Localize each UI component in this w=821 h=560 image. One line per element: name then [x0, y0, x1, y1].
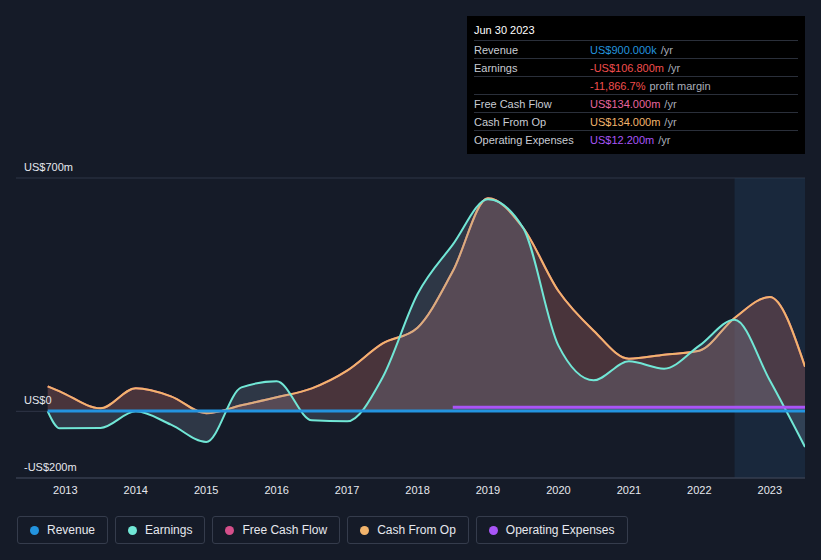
svg-text:2018: 2018 [405, 484, 429, 496]
svg-text:-US$200m: -US$200m [24, 461, 77, 473]
svg-text:2023: 2023 [758, 484, 782, 496]
html-text:US$134.000m /yr: US$134.000m /yr [590, 115, 677, 128]
html-text:Cash From Op: Cash From Op [474, 115, 547, 128]
html-text:Free Cash Flow: Free Cash Flow [242, 523, 328, 537]
html-text:US$900.000k /yr: US$900.000k /yr [590, 43, 673, 56]
svg-text:2015: 2015 [194, 484, 218, 496]
svg-text:2022: 2022 [687, 484, 711, 496]
html-text:Operating Expenses: Operating Expenses [505, 523, 615, 537]
html-text:Cash From Op: Cash From Op [377, 523, 456, 537]
html-text:Earnings: Earnings [474, 61, 518, 74]
svg-text:2014: 2014 [124, 484, 148, 496]
svg-text:2017: 2017 [335, 484, 359, 496]
svg-text:2021: 2021 [617, 484, 641, 496]
svg-text:US$0: US$0 [24, 394, 52, 406]
svg-text:2013: 2013 [53, 484, 77, 496]
html-text:Jun 30 2023: Jun 30 2023 [474, 24, 535, 36]
html-text:US$134.000m /yr: US$134.000m /yr [590, 97, 677, 110]
svg-text:2016: 2016 [264, 484, 288, 496]
html-text:Free Cash Flow: Free Cash Flow [474, 97, 552, 110]
svg-text:2019: 2019 [476, 484, 500, 496]
html-text:Revenue: Revenue [47, 523, 95, 537]
html-text:-11,866.7% profit margin: -11,866.7% profit margin [590, 79, 711, 92]
html-text:Revenue: Revenue [474, 43, 518, 56]
html-text:Operating Expenses: Operating Expenses [474, 133, 574, 146]
html-text:US$12.200m /yr: US$12.200m /yr [590, 133, 671, 146]
svg-text:US$700m: US$700m [24, 161, 73, 173]
svg-text:2020: 2020 [546, 484, 570, 496]
html-text:-US$106.800m /yr: -US$106.800m /yr [590, 61, 681, 74]
html-text:Earnings: Earnings [145, 523, 193, 537]
